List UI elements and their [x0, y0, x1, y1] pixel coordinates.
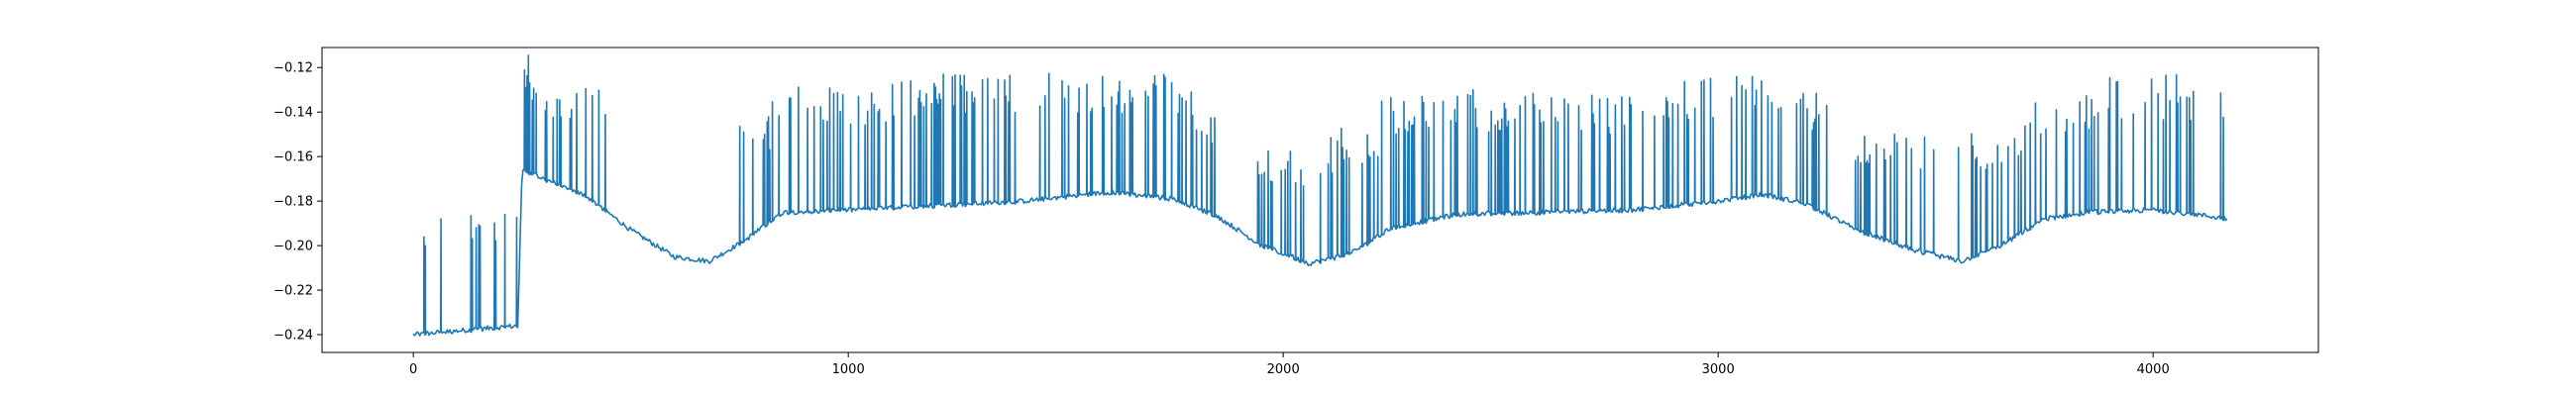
x-tick-label: 1000	[832, 362, 865, 377]
x-tick-label: 3000	[1702, 362, 1735, 377]
x-tick-label: 2000	[1267, 362, 1300, 377]
series-line	[412, 54, 2228, 337]
y-tick-label: −0.14	[273, 106, 313, 121]
y-axis: −0.24 −0.22 −0.20 −0.18 −0.16 −0.14 −0.12	[273, 61, 322, 344]
y-tick-label: −0.20	[273, 240, 313, 254]
x-tick-label: 4000	[2137, 362, 2170, 377]
plot-area	[412, 54, 2228, 337]
axes-frame	[321, 47, 2319, 353]
y-tick-label: −0.12	[273, 61, 313, 76]
x-tick-label: 0	[409, 362, 417, 377]
y-tick-label: −0.24	[273, 329, 313, 344]
y-tick-label: −0.18	[273, 195, 313, 210]
y-tick-label: −0.16	[273, 150, 313, 165]
y-tick-label: −0.22	[273, 284, 313, 299]
x-axis: 0 1000 2000 3000 4000	[409, 352, 2170, 377]
